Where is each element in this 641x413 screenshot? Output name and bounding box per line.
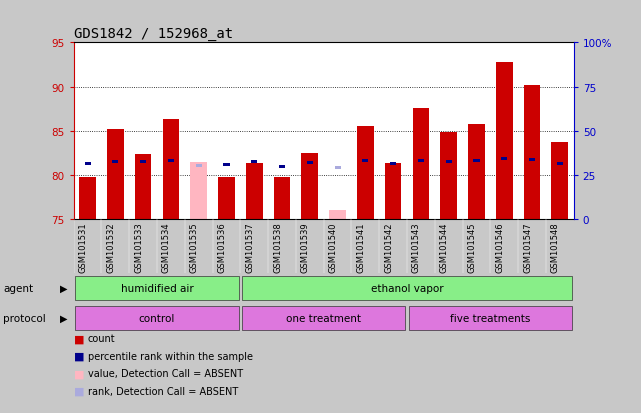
Bar bbox=[362, 160, 369, 163]
Text: percentile rank within the sample: percentile rank within the sample bbox=[88, 351, 253, 361]
Bar bbox=[307, 161, 313, 164]
Bar bbox=[224, 163, 229, 166]
Bar bbox=[440, 132, 457, 219]
Bar bbox=[335, 167, 340, 170]
Text: humidified air: humidified air bbox=[121, 283, 194, 293]
Bar bbox=[390, 162, 396, 166]
Bar bbox=[251, 161, 257, 164]
Bar bbox=[107, 130, 124, 219]
Bar bbox=[190, 163, 207, 219]
Text: ■: ■ bbox=[74, 351, 84, 361]
Bar bbox=[529, 159, 535, 162]
Bar bbox=[301, 153, 318, 219]
Bar bbox=[196, 165, 202, 168]
Bar bbox=[279, 166, 285, 169]
Bar bbox=[445, 161, 452, 164]
Bar bbox=[501, 158, 507, 161]
Text: ▶: ▶ bbox=[60, 313, 67, 323]
Bar bbox=[551, 143, 568, 219]
Text: GSM101533: GSM101533 bbox=[134, 222, 143, 273]
Bar bbox=[474, 160, 479, 163]
Text: rank, Detection Call = ABSENT: rank, Detection Call = ABSENT bbox=[88, 386, 238, 396]
Text: GSM101531: GSM101531 bbox=[79, 222, 88, 273]
Text: GSM101538: GSM101538 bbox=[273, 222, 282, 273]
Text: GSM101546: GSM101546 bbox=[495, 222, 504, 273]
Text: protocol: protocol bbox=[3, 313, 46, 323]
Text: GSM101541: GSM101541 bbox=[356, 222, 365, 272]
Bar bbox=[418, 160, 424, 163]
Bar bbox=[385, 164, 401, 219]
Text: GSM101537: GSM101537 bbox=[246, 222, 254, 273]
Bar bbox=[524, 85, 540, 219]
Bar bbox=[242, 306, 405, 330]
Bar bbox=[218, 177, 235, 219]
Text: GSM101543: GSM101543 bbox=[412, 222, 421, 273]
Bar bbox=[496, 63, 513, 219]
Text: GSM101544: GSM101544 bbox=[440, 222, 449, 272]
Text: GSM101542: GSM101542 bbox=[384, 222, 393, 272]
Bar bbox=[329, 211, 346, 219]
Text: agent: agent bbox=[3, 283, 33, 293]
Bar bbox=[76, 276, 238, 300]
Text: GSM101547: GSM101547 bbox=[523, 222, 532, 273]
Text: ethanol vapor: ethanol vapor bbox=[370, 283, 444, 293]
Text: GSM101535: GSM101535 bbox=[190, 222, 199, 273]
Text: GSM101534: GSM101534 bbox=[162, 222, 171, 273]
Text: value, Detection Call = ABSENT: value, Detection Call = ABSENT bbox=[88, 368, 243, 378]
Text: GSM101539: GSM101539 bbox=[301, 222, 310, 273]
Bar bbox=[357, 127, 374, 219]
Bar bbox=[242, 276, 572, 300]
Bar bbox=[140, 161, 146, 164]
Text: GSM101548: GSM101548 bbox=[551, 222, 560, 273]
Bar bbox=[85, 162, 90, 166]
Bar bbox=[76, 306, 238, 330]
Text: count: count bbox=[88, 334, 115, 344]
Bar bbox=[468, 124, 485, 219]
Text: ▶: ▶ bbox=[60, 283, 67, 293]
Text: GDS1842 / 152968_at: GDS1842 / 152968_at bbox=[74, 27, 233, 41]
Text: one treatment: one treatment bbox=[286, 313, 362, 323]
Bar bbox=[413, 109, 429, 219]
Text: ■: ■ bbox=[74, 386, 84, 396]
Bar bbox=[79, 177, 96, 219]
Text: GSM101540: GSM101540 bbox=[329, 222, 338, 272]
Text: GSM101532: GSM101532 bbox=[106, 222, 115, 273]
Bar bbox=[274, 177, 290, 219]
Bar bbox=[163, 120, 179, 219]
Bar bbox=[168, 160, 174, 163]
Text: control: control bbox=[139, 313, 175, 323]
Text: ■: ■ bbox=[74, 334, 84, 344]
Text: five treatments: five treatments bbox=[450, 313, 531, 323]
Text: GSM101536: GSM101536 bbox=[217, 222, 226, 273]
Text: GSM101545: GSM101545 bbox=[467, 222, 476, 272]
Text: ■: ■ bbox=[74, 368, 84, 378]
Bar bbox=[557, 162, 563, 166]
Bar bbox=[246, 164, 263, 219]
Bar bbox=[135, 155, 151, 219]
Bar bbox=[112, 161, 119, 164]
Bar bbox=[409, 306, 572, 330]
